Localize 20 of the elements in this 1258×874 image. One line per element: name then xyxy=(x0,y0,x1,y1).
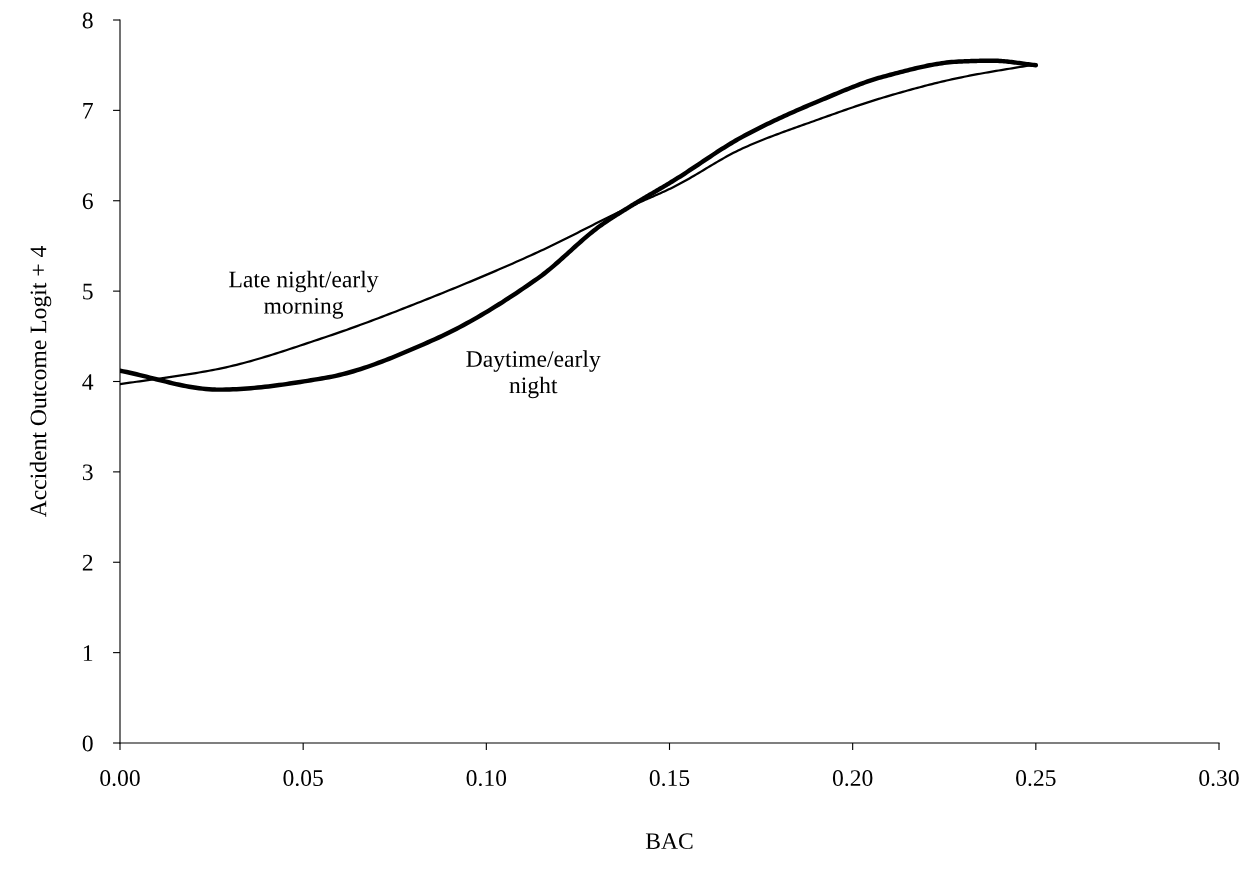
x-tick-label: 0.00 xyxy=(100,770,140,787)
y-tick-label: 1 xyxy=(83,645,93,661)
y-tick-label: 2 xyxy=(82,554,93,571)
annotation: Daytime/early night xyxy=(466,350,601,399)
x-tick-label: 0.25 xyxy=(1016,770,1056,787)
x-tick-label: 0.10 xyxy=(466,770,507,787)
y-tick-label: 7 xyxy=(83,103,93,119)
x-tick-label: 0.20 xyxy=(832,770,873,787)
y-tick-label: 3 xyxy=(82,464,93,481)
y-tick-label: 8 xyxy=(82,12,93,29)
x-tick-label: 0.15 xyxy=(649,770,690,787)
y-axis-title: Accident Outcome Logit + 4 xyxy=(29,246,52,518)
y-tick-label: 6 xyxy=(82,193,93,210)
y-tick-label: 4 xyxy=(82,374,94,390)
y-tick-label: 0 xyxy=(82,735,93,752)
y-tick-label: 5 xyxy=(83,283,93,300)
x-tick-label: 0.30 xyxy=(1199,770,1239,787)
x-tick-label: 0.05 xyxy=(283,770,323,787)
x-axis-title: BAC xyxy=(645,833,693,850)
annotation: Late night/early morning xyxy=(229,270,379,319)
